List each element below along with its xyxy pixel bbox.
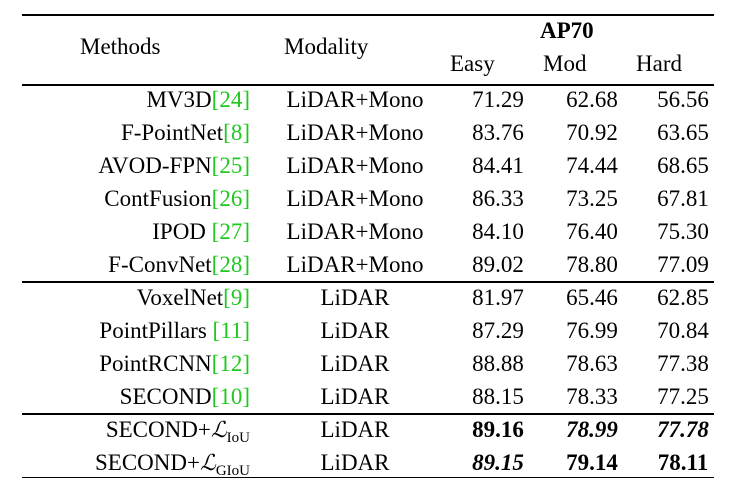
loss-subscript: IoU [226,430,250,446]
citation-link[interactable]: [27] [211,219,250,244]
method-label: PointPillars [99,318,213,343]
method-label: SECOND [119,384,212,409]
hard-cell: 77.38 [657,351,709,376]
method-name: F-ConvNet[28] [22,250,250,280]
header-methods: Methods [80,34,161,59]
easy-cell: 89.02 [472,252,524,277]
method-name: SECOND+ℒIoU [22,415,250,453]
method-label: SECOND+ [105,417,211,442]
modality-cell: LiDAR+Mono [286,186,424,211]
mod-cell: 70.92 [566,120,618,145]
citation-link[interactable]: [28] [211,252,250,277]
mod-cell: 73.25 [566,186,618,211]
bottom-rule [22,477,714,478]
header-rule [22,84,714,86]
modality-cell: LiDAR+Mono [286,219,424,244]
method-name: PointRCNN[12] [22,349,250,379]
mod-cell: 78.33 [566,384,618,409]
modality-cell: LiDAR [320,384,390,409]
easy-cell: 87.29 [472,318,524,343]
citation-link[interactable]: [11] [212,318,250,343]
hard-cell: 67.81 [657,186,709,211]
modality-cell: LiDAR [320,285,390,310]
header-hard: Hard [636,51,682,76]
hard-cell: 63.65 [657,120,709,145]
hard-cell: 77.78 [657,417,709,442]
citation-link[interactable]: [12] [211,351,250,376]
loss-symbol: ℒ [199,451,216,476]
method-label: VoxelNet [136,285,224,310]
mod-cell: 74.44 [566,153,618,178]
method-name: SECOND+ℒGIoU [22,448,250,486]
method-label: ContFusion [104,186,212,211]
method-label: MV3D [146,87,212,112]
mod-cell: 78.99 [566,417,618,442]
method-name: PointPillars [11] [22,316,250,346]
method-label: AVOD-FPN [98,153,212,178]
hard-cell: 77.25 [657,384,709,409]
mod-cell: 76.40 [566,219,618,244]
loss-subscript: GIoU [215,463,250,479]
loss-symbol: ℒ [210,418,227,443]
mod-cell: 65.46 [566,285,618,310]
modality-cell: LiDAR [320,351,390,376]
hard-cell: 56.56 [657,87,709,112]
citation-link[interactable]: [25] [211,153,250,178]
method-label: F-PointNet [120,120,224,145]
hard-cell: 77.09 [657,252,709,277]
mod-cell: 78.80 [566,252,618,277]
hard-cell: 70.84 [657,318,709,343]
method-label: SECOND+ [94,450,200,475]
easy-cell: 81.97 [472,285,524,310]
group-rule-1 [22,281,714,283]
method-name: F-PointNet[8] [22,118,250,148]
method-name: IPOD [27] [22,217,250,247]
citation-link[interactable]: [10] [211,384,250,409]
method-label: F-ConvNet [108,252,212,277]
citation-link[interactable]: [26] [211,186,250,211]
easy-cell: 89.15 [472,450,524,475]
modality-cell: LiDAR+Mono [286,153,424,178]
method-name: ContFusion[26] [22,184,250,214]
modality-cell: LiDAR+Mono [286,87,424,112]
easy-cell: 84.10 [472,219,524,244]
method-name: MV3D[24] [22,85,251,115]
easy-cell: 89.16 [472,417,524,442]
easy-cell: 86.33 [472,186,524,211]
hard-cell: 68.65 [657,153,709,178]
modality-cell: LiDAR [320,450,390,475]
top-rule [22,14,714,16]
header-mod: Mod [543,51,587,76]
citation-link[interactable]: [24] [211,87,250,112]
easy-cell: 83.76 [472,120,524,145]
mod-cell: 78.63 [566,351,618,376]
header-ap70: AP70 [540,18,594,43]
hard-cell: 78.11 [657,450,709,475]
method-label: IPOD [152,219,212,244]
citation-link[interactable]: [9] [223,285,250,310]
method-label: PointRCNN [99,351,212,376]
modality-cell: LiDAR+Mono [286,120,424,145]
modality-cell: LiDAR+Mono [286,252,424,277]
easy-cell: 88.88 [472,351,524,376]
modality-cell: LiDAR [320,417,390,442]
easy-cell: 84.41 [472,153,524,178]
hard-cell: 75.30 [657,219,709,244]
method-name: VoxelNet[9] [22,283,250,313]
header-easy: Easy [450,51,495,76]
mod-cell: 76.99 [566,318,618,343]
group-rule-2 [22,413,714,415]
mod-cell: 62.68 [566,87,618,112]
easy-cell: 88.15 [472,384,524,409]
method-name: AVOD-FPN[25] [22,151,250,181]
mod-cell: 79.14 [566,450,618,475]
hard-cell: 62.85 [657,285,709,310]
modality-cell: LiDAR [320,318,390,343]
header-modality: Modality [284,34,369,59]
method-name: SECOND[10] [22,382,250,412]
citation-link[interactable]: [8] [223,120,250,145]
easy-cell: 71.29 [472,87,524,112]
